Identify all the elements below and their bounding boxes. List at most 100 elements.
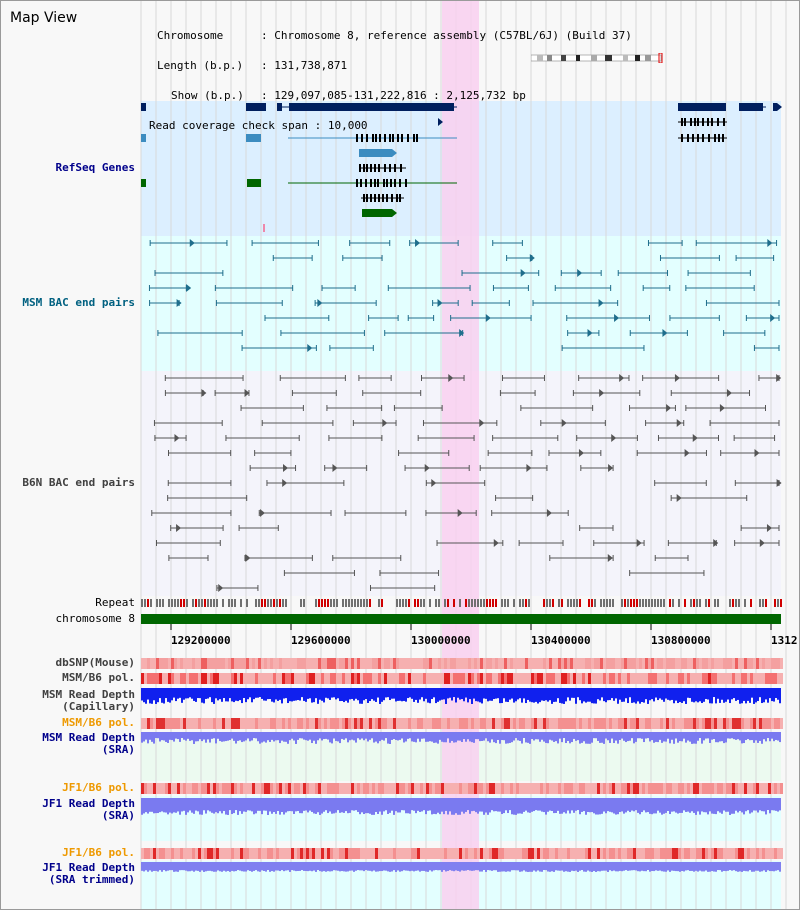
read-depth-bar (777, 862, 779, 871)
read-depth-bar (507, 798, 509, 814)
track-label-repeat[interactable]: Repeat (95, 596, 135, 609)
track-label-jf1-b6-pol-2[interactable]: JF1/B6 pol. (62, 846, 135, 859)
track-label-jf1-b6-pol-1[interactable]: JF1/B6 pol. (62, 781, 135, 794)
polymorphism-mark (447, 718, 450, 729)
read-depth-bar (507, 688, 509, 702)
read-depth-bar (685, 798, 687, 812)
track-label-msm-b6-pol-1[interactable]: MSM/B6 pol. (62, 671, 135, 684)
read-depth-bar (531, 862, 533, 872)
polymorphism-mark (582, 718, 585, 729)
read-depth-bar (273, 862, 275, 872)
polymorphism-mark (759, 783, 762, 794)
polymorphism-mark (210, 673, 213, 684)
read-depth-bar (537, 732, 539, 740)
read-depth-bar (531, 732, 533, 740)
read-depth-bar (277, 798, 279, 812)
read-depth-bar (373, 862, 375, 871)
read-depth-bar (561, 688, 563, 704)
track-label-chromosome[interactable]: chromosome 8 (55, 612, 135, 625)
read-depth-bar (545, 688, 547, 701)
polymorphism-mark (444, 718, 447, 729)
read-depth-bar (729, 732, 731, 739)
read-depth-bar (717, 732, 719, 743)
track-label-jf1-read-depth-trim[interactable]: JF1 Read Depth (SRA trimmed) (42, 861, 135, 886)
track-label-dbsnp[interactable]: dbSNP(Mouse) (55, 656, 135, 669)
read-depth-bar (703, 688, 705, 702)
read-depth-bar (569, 688, 571, 701)
polymorphism-mark (561, 673, 564, 684)
read-depth-bar (705, 798, 707, 813)
read-depth-bar (217, 798, 219, 814)
read-depth-bar (579, 798, 581, 815)
read-depth-bar (597, 862, 599, 872)
polymorphism-mark (654, 658, 657, 669)
repeat-mark (228, 599, 230, 607)
read-depth-bar (613, 862, 615, 871)
polymorphism-mark (477, 673, 480, 684)
read-depth-bar (281, 862, 283, 871)
read-depth-bar (245, 688, 247, 703)
polymorphism-mark (375, 718, 378, 729)
polymorphism-mark (330, 718, 333, 729)
repeat-mark (444, 599, 446, 607)
polymorphism-mark (486, 673, 489, 684)
read-depth-bar (265, 862, 267, 872)
repeat-mark (663, 599, 665, 607)
read-depth-bar (217, 732, 219, 739)
polymorphism-mark (357, 848, 360, 859)
polymorphism-mark (582, 783, 585, 794)
polymorphism-mark (771, 718, 774, 729)
read-depth-bar (329, 732, 331, 743)
read-depth-bar (215, 732, 217, 744)
read-depth-bar (169, 798, 171, 813)
read-depth-bar (749, 688, 751, 703)
read-depth-bar (227, 688, 229, 702)
read-depth-bar (249, 688, 251, 698)
polymorphism-mark (732, 658, 735, 669)
polymorphism-mark (345, 658, 348, 669)
bac-arrow (719, 404, 725, 412)
read-depth-bar (191, 798, 193, 813)
read-depth-bar (611, 732, 613, 739)
chromosome-ideogram[interactable] (531, 53, 663, 63)
polymorphism-mark (693, 783, 696, 794)
polymorphism-mark (402, 658, 405, 669)
polymorphism-mark (555, 673, 558, 684)
read-depth-bar (243, 688, 245, 699)
track-label-msm-bac[interactable]: MSM BAC end pairs (22, 296, 135, 309)
track-label-msm-b6-pol-2[interactable]: MSM/B6 pol. (62, 716, 135, 729)
read-depth-bar (183, 862, 185, 871)
gene-exon (681, 134, 683, 142)
read-depth-bar (473, 688, 475, 699)
polymorphism-mark (738, 783, 741, 794)
track-label-msm-read-depth-sra[interactable]: MSM Read Depth (SRA) (42, 731, 135, 756)
repeat-mark (525, 599, 527, 607)
read-depth-bar (671, 688, 673, 700)
track-label-jf1-read-depth-sra[interactable]: JF1 Read Depth (SRA) (42, 797, 135, 822)
polymorphism-mark (531, 783, 534, 794)
read-depth-bar (515, 798, 517, 815)
track-label-b6n-bac[interactable]: B6N BAC end pairs (22, 476, 135, 489)
read-depth-bar (453, 732, 455, 743)
track-label-refseq[interactable]: RefSeq Genes (55, 161, 135, 174)
read-depth-bar (717, 862, 719, 871)
read-depth-bar (767, 732, 769, 739)
read-depth-bar (407, 862, 409, 871)
read-depth-bar (517, 732, 519, 741)
repeat-mark (399, 599, 401, 607)
polymorphism-mark (318, 718, 321, 729)
polymorphism-mark (213, 848, 216, 859)
polymorphism-mark (459, 718, 462, 729)
read-depth-bar (565, 862, 567, 872)
track-label-msm-read-depth-cap[interactable]: MSM Read Depth (Capillary) (42, 688, 135, 713)
gene-exon (375, 134, 377, 142)
read-depth-bar (401, 798, 403, 811)
read-depth-bar (277, 862, 279, 871)
read-depth-bar (647, 732, 649, 739)
read-depth-bar (669, 862, 671, 872)
gene-exon (399, 179, 401, 187)
polymorphism-mark (159, 848, 162, 859)
repeat-mark (240, 599, 242, 607)
